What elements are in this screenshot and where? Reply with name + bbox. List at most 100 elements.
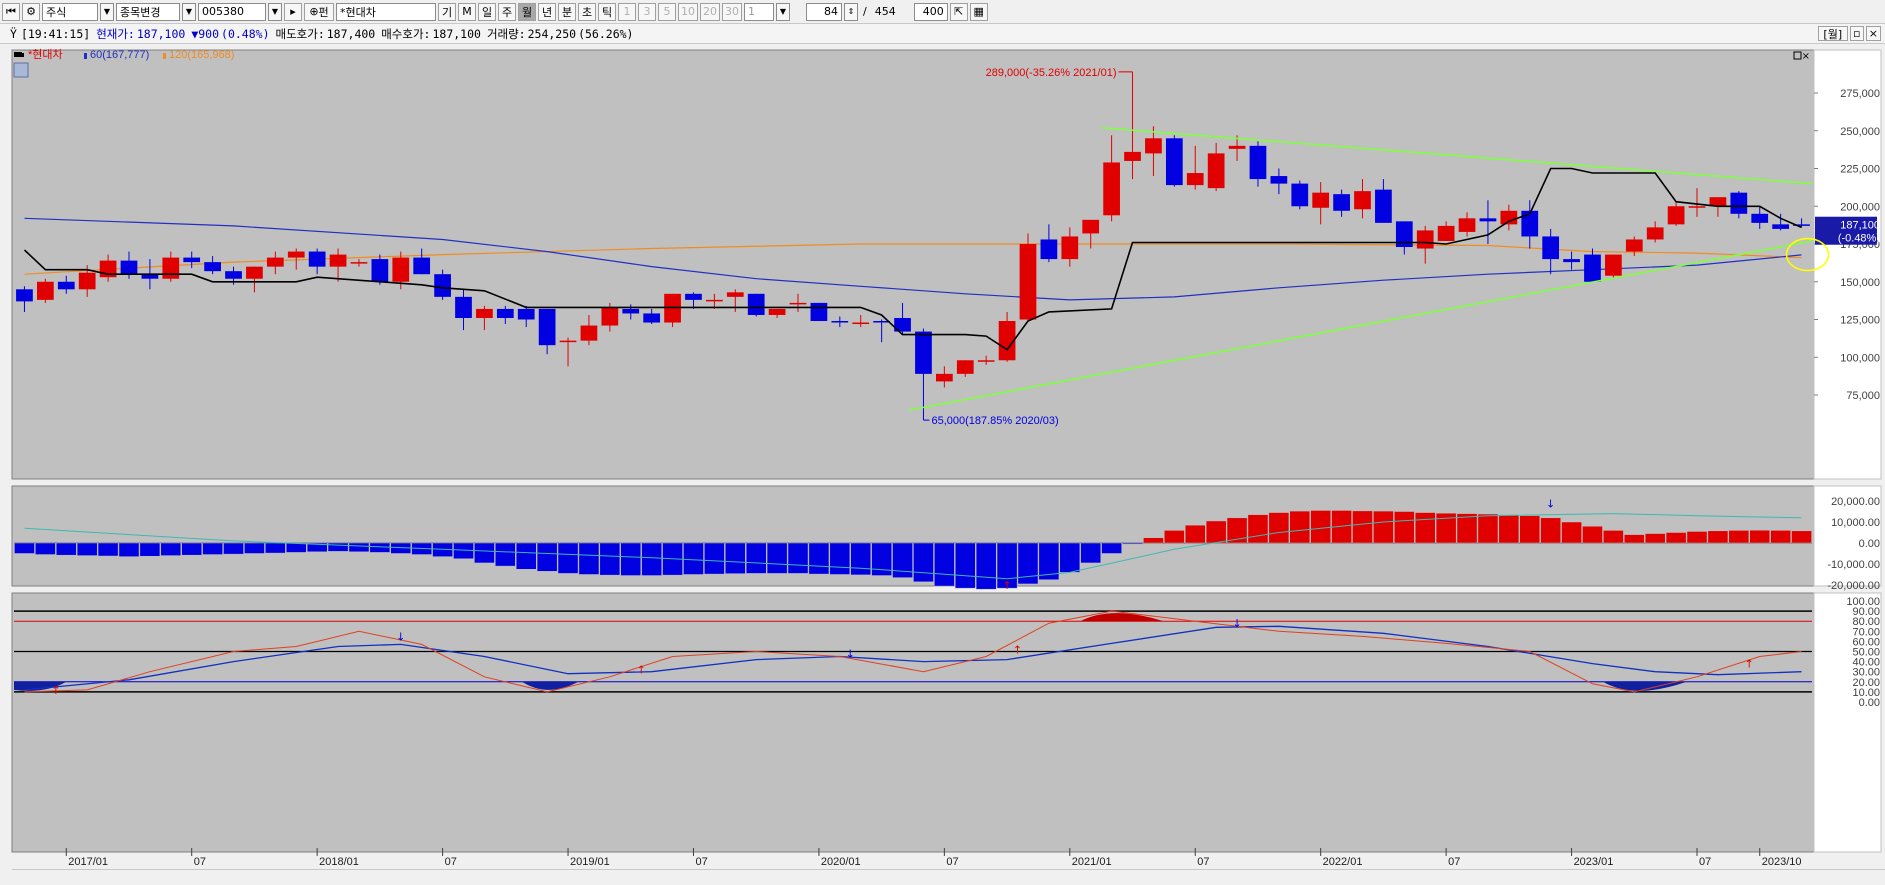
market-select[interactable]: 주식 bbox=[42, 2, 98, 21]
minute-5[interactable]: 5 bbox=[658, 2, 676, 21]
export-icon[interactable]: ⇱ bbox=[949, 2, 968, 21]
minute-select[interactable]: 1 bbox=[744, 2, 774, 21]
minute-1-label: 1 bbox=[623, 5, 631, 18]
macd-bar bbox=[1352, 510, 1373, 544]
period-tick[interactable]: 틱 bbox=[598, 2, 616, 21]
candle bbox=[1228, 135, 1246, 161]
period-tick-label: 틱 bbox=[601, 5, 613, 19]
candle-body bbox=[496, 308, 514, 318]
period-year[interactable]: 년 bbox=[538, 2, 556, 21]
quote-bar: Ÿ [19:41:15] 현재가: 187,100 ▼900 (0.48%) 매… bbox=[0, 24, 1885, 44]
code-input[interactable]: 005380 bbox=[198, 2, 266, 21]
toolbar: ⏮ ⚙ 주식 ▼ 종목변경 ▼ 005380 ▼ ▸ ⊕ 펀 *현대차 기 M 일… bbox=[0, 0, 1885, 24]
macd-bar bbox=[1373, 510, 1394, 544]
stoch-overbought-fill bbox=[1080, 613, 1164, 622]
candle-body bbox=[1395, 221, 1413, 248]
candle-body bbox=[789, 302, 807, 305]
macd-bar bbox=[1686, 531, 1708, 544]
candle bbox=[789, 293, 807, 312]
pin-icon[interactable]: Ÿ bbox=[10, 26, 17, 41]
macd-bar bbox=[1059, 542, 1081, 573]
macd-bar bbox=[244, 542, 265, 554]
macd-bar bbox=[515, 542, 537, 570]
bid-label: 매수호가: bbox=[381, 26, 431, 41]
minute-1[interactable]: 1 bbox=[618, 2, 636, 21]
candle-body bbox=[266, 257, 284, 267]
legend-ma120: 120(165,968) bbox=[169, 49, 234, 61]
price-change-pct: (0.48%) bbox=[221, 26, 270, 41]
spin-icon[interactable]: ⇕ bbox=[844, 2, 858, 21]
candle bbox=[434, 269, 451, 300]
stoch-pane-bg bbox=[11, 592, 1815, 853]
period-second[interactable]: 초 bbox=[578, 2, 596, 21]
price-pane-max-icon bbox=[1793, 51, 1802, 60]
legend-ma120-swatch bbox=[163, 53, 166, 59]
first-icon[interactable]: ⏮ bbox=[2, 2, 20, 21]
stoch-tick-label: 0.00 bbox=[1859, 697, 1880, 709]
candle bbox=[455, 289, 472, 331]
chevron-down-icon[interactable]: ▼ bbox=[776, 2, 790, 21]
volume-value: 254,250 bbox=[527, 26, 577, 41]
period-week[interactable]: 주 bbox=[498, 2, 516, 21]
change-stock-button[interactable]: 종목변경 bbox=[116, 2, 180, 21]
candle bbox=[204, 256, 221, 275]
macd-bar bbox=[641, 542, 662, 576]
period-indicator[interactable]: [월] bbox=[1817, 26, 1848, 41]
candle-body bbox=[852, 322, 870, 325]
chevron-down-icon[interactable]: ▼ bbox=[268, 2, 282, 21]
minute-3[interactable]: 3 bbox=[638, 2, 656, 21]
candle-body bbox=[36, 281, 54, 300]
price-tick-label: 125,000 bbox=[1840, 315, 1880, 327]
chevron-down-icon[interactable]: ▼ bbox=[182, 2, 196, 21]
macd-bar bbox=[913, 542, 934, 583]
candle-body bbox=[1793, 224, 1810, 226]
calendar-icon[interactable]: ▦ bbox=[969, 2, 988, 21]
minute-20[interactable]: 20 bbox=[700, 2, 720, 21]
candle bbox=[1354, 179, 1371, 219]
horizontal-scrollbar[interactable] bbox=[12, 869, 1885, 885]
settings-icon[interactable]: ⚙ bbox=[22, 2, 40, 21]
candle bbox=[517, 305, 535, 328]
macd-signal-line bbox=[24, 513, 1802, 580]
search-button[interactable]: ⊕ 펀 bbox=[304, 2, 334, 21]
count-input[interactable]: 84 bbox=[806, 2, 842, 21]
tab-gi[interactable]: 기 bbox=[438, 2, 456, 21]
zoom-input[interactable]: 400 bbox=[913, 2, 948, 21]
period-day[interactable]: 일 bbox=[478, 2, 496, 21]
macd-bar bbox=[1184, 524, 1206, 544]
candle-body bbox=[559, 340, 577, 343]
candle bbox=[1437, 221, 1455, 241]
candle bbox=[1165, 135, 1183, 187]
macd-axis-bg bbox=[1813, 485, 1882, 587]
close-icon[interactable]: × bbox=[1865, 26, 1881, 41]
candle-body bbox=[1730, 192, 1748, 214]
chevron-down-icon[interactable]: ▼ bbox=[100, 2, 114, 21]
count-value: 84 bbox=[824, 5, 838, 18]
candle bbox=[643, 308, 661, 325]
period-month[interactable]: 월 bbox=[518, 2, 536, 21]
macd-bar bbox=[808, 542, 830, 575]
play-icon[interactable]: ▸ bbox=[284, 2, 302, 21]
candle-body bbox=[434, 274, 451, 297]
macd-bar bbox=[787, 542, 809, 574]
candle-body bbox=[455, 296, 472, 318]
macd-bar bbox=[495, 542, 516, 567]
macd-bar bbox=[1498, 514, 1520, 544]
tab-m[interactable]: M bbox=[458, 2, 476, 21]
macd-bar bbox=[285, 542, 307, 553]
period-minute[interactable]: 분 bbox=[558, 2, 576, 21]
minute-10[interactable]: 10 bbox=[678, 2, 698, 21]
x-tick-label: 07 bbox=[1699, 856, 1711, 868]
macd-bar bbox=[118, 542, 140, 557]
candle bbox=[706, 293, 723, 309]
candle bbox=[266, 251, 284, 275]
candle-body bbox=[706, 299, 723, 302]
minute-30[interactable]: 30 bbox=[722, 2, 742, 21]
candle-body bbox=[1667, 206, 1685, 225]
candle-body bbox=[580, 325, 598, 341]
macd-bar bbox=[1226, 517, 1248, 544]
stock-name-field[interactable]: *현대차 bbox=[336, 2, 436, 21]
restore-icon[interactable]: ▫ bbox=[1849, 26, 1864, 41]
macd-bar bbox=[745, 542, 767, 574]
x-axis: 2017/01 07 2018/01 07 2019/01 07 2020/01 07 2021… bbox=[65, 848, 1801, 868]
